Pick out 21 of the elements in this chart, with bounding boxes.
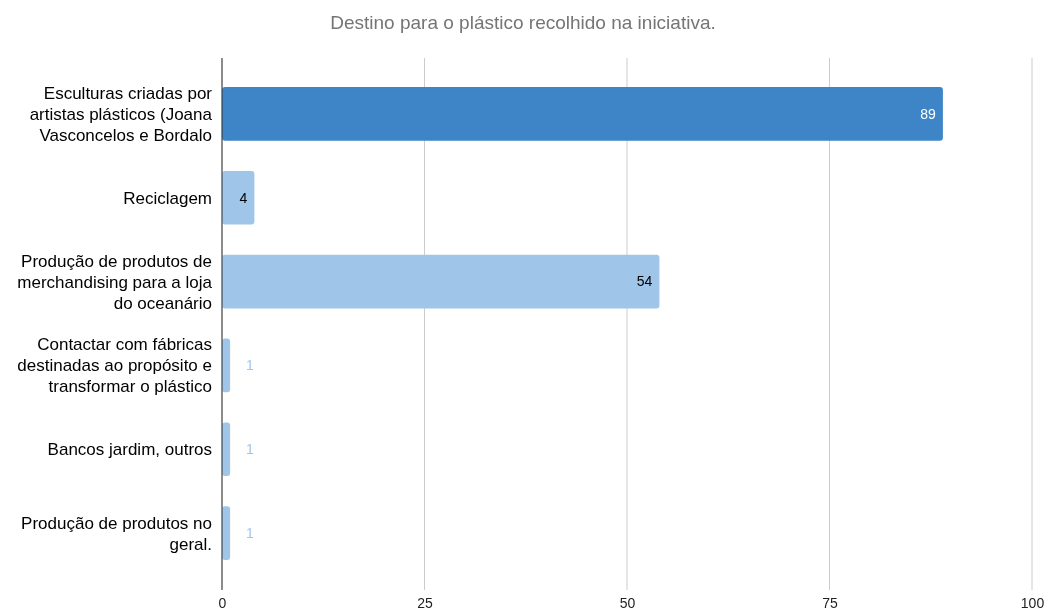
data-label: 1 (246, 357, 255, 374)
y-tick-label: Contactar com fábricas destinadas ao propósito e transformar o plástico (17, 335, 212, 397)
y-tick-label: Produção de produtos de merchandising para a loja do oceanário (17, 251, 213, 313)
chart-title: Destino para o plástico recolhido na iniciativa. (330, 12, 716, 33)
x-tick-label: 50 (619, 594, 636, 611)
x-tick-label: 75 (822, 594, 838, 611)
y-tick-label: Reciclagem (123, 188, 212, 208)
y-tick-label: Produção de produtos no geral. (21, 513, 212, 554)
bar (222, 170, 255, 225)
data-label: 4 (239, 189, 248, 206)
x-tick-label: 25 (417, 594, 433, 611)
y-tick-label: Bancos jardim, outros (47, 440, 212, 460)
x-tick-label: 0 (218, 594, 227, 611)
bar (222, 254, 660, 309)
data-label: 54 (636, 273, 653, 290)
data-label: 89 (920, 105, 937, 122)
data-label: 1 (246, 524, 255, 541)
data-label: 1 (246, 441, 255, 458)
y-tick-label: Esculturas criadas por artistas plásticos (Joana Vasconcelos e Bordalo (29, 83, 213, 145)
bar (222, 87, 943, 141)
x-tick-label: 100 (1020, 594, 1045, 611)
